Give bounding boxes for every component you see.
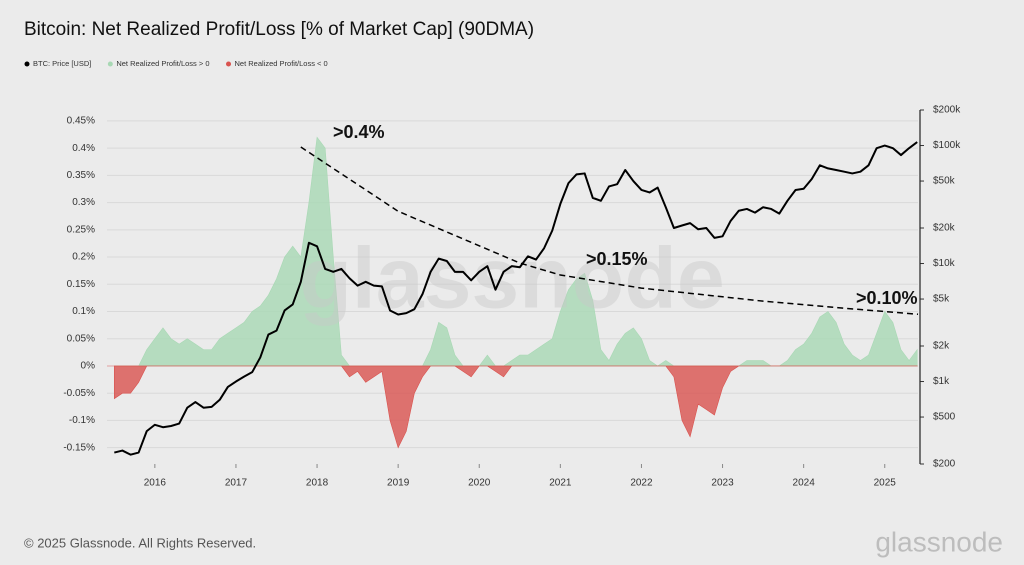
y2-tick-label: $1k (933, 376, 950, 387)
x-tick-label: 2023 (711, 478, 734, 489)
legend-swatch (24, 61, 30, 67)
x-tick-label: 2024 (793, 478, 816, 489)
y-tick-label: 0.45% (67, 116, 95, 127)
area (114, 136, 918, 367)
x-tick-label: 2017 (225, 478, 248, 489)
x-tick-label: 2021 (549, 478, 572, 489)
y-tick-label: -0.1% (69, 415, 95, 426)
y-tick-label: 0% (81, 361, 96, 372)
y-tick-label: 0.2% (72, 252, 95, 263)
copyright: © 2025 Glassnode. All Rights Reserved. (24, 535, 256, 550)
x-tick-label: 2018 (306, 478, 329, 489)
logo: glassnode (875, 526, 1003, 557)
y-tick-label: 0.4% (72, 143, 95, 154)
y2-tick-label: $50k (933, 176, 956, 187)
area (113, 365, 918, 449)
y-tick-label: 0.3% (72, 197, 95, 208)
y2-tick-label: $10k (933, 258, 956, 269)
y-tick-label: -0.05% (63, 388, 95, 399)
x-tick-label: 2019 (387, 478, 410, 489)
x-tick-label: 2016 (144, 478, 167, 489)
y-tick-label: 0.1% (72, 306, 95, 317)
y2-tick-label: $200 (933, 459, 956, 470)
x-tick-label: 2025 (874, 478, 897, 489)
x-tick-label: 2022 (630, 478, 653, 489)
y2-tick-label: $100k (933, 140, 961, 151)
x-tick-label: 2020 (468, 478, 491, 489)
y2-tick-label: $5k (933, 294, 950, 305)
legend-label: Net Realized Profit/Loss > 0 (116, 59, 209, 68)
y2-tick-label: $20k (933, 223, 956, 234)
price-line (114, 141, 918, 456)
y-tick-label: 0.35% (67, 170, 95, 181)
y2-tick-label: $200k (933, 105, 961, 116)
y2-tick-label: $2k (933, 341, 950, 352)
trend-line (300, 146, 919, 315)
y-tick-label: 0.25% (67, 224, 95, 235)
chart-title: Bitcoin: Net Realized Profit/Loss [% of … (24, 19, 534, 40)
annotation: >0.10% (856, 288, 918, 308)
y2-tick-label: $500 (933, 412, 956, 423)
annotation: >0.4% (333, 122, 385, 142)
y-tick-label: 0.05% (67, 333, 95, 344)
y-tick-label: 0.15% (67, 279, 95, 290)
legend-label: BTC: Price [USD] (33, 59, 91, 68)
legend-swatch (107, 61, 113, 67)
y-tick-label: -0.15% (63, 442, 95, 453)
annotation: >0.15% (586, 249, 648, 269)
legend-swatch (226, 61, 232, 67)
legend-label: Net Realized Profit/Loss < 0 (235, 59, 328, 68)
watermark: glassnode (299, 231, 724, 327)
